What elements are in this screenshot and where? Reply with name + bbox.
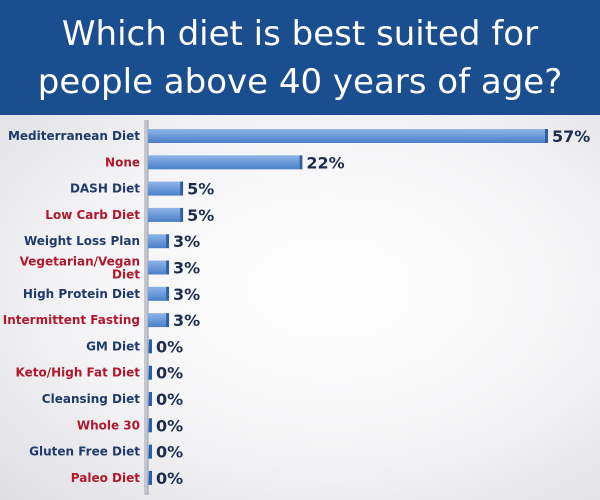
bar-edge xyxy=(166,313,170,328)
bar xyxy=(148,286,167,301)
bar-edge xyxy=(166,260,170,275)
bar xyxy=(148,207,181,222)
bar-edge xyxy=(299,155,303,170)
value-label: 3% xyxy=(173,259,200,278)
bar xyxy=(148,181,181,196)
bar xyxy=(148,444,149,459)
bar-edge xyxy=(180,181,184,196)
bar xyxy=(148,155,300,170)
category-label: GM Diet xyxy=(86,339,140,353)
value-label: 0% xyxy=(156,364,183,383)
category-label: Weight Loss Plan xyxy=(24,234,140,248)
category-label: Intermittent Fasting xyxy=(3,313,140,327)
bar xyxy=(148,129,545,143)
value-label: 3% xyxy=(173,232,200,251)
category-label: Paleo Diet xyxy=(71,471,140,485)
bar-edge xyxy=(149,418,152,433)
value-label: 5% xyxy=(187,206,214,225)
category-label: Vegetarian/Vegan Diet xyxy=(20,255,141,282)
bar xyxy=(148,392,149,406)
category-label: None xyxy=(105,155,140,169)
value-label: 0% xyxy=(156,469,183,488)
bar-edge xyxy=(545,129,548,143)
plot-area: Mediterranean Diet 57% None 22% DASH Diet 5% L… xyxy=(0,115,600,500)
value-label: 0% xyxy=(156,390,183,409)
bar xyxy=(148,234,167,249)
bar-edge xyxy=(149,444,152,459)
value-label: 3% xyxy=(173,311,200,330)
value-label: 57% xyxy=(552,127,590,146)
bar-edge xyxy=(149,365,152,380)
bar-edge xyxy=(149,339,152,354)
bar-edge xyxy=(166,234,170,249)
bar xyxy=(148,339,149,354)
bar xyxy=(148,418,149,433)
value-label: 3% xyxy=(173,285,200,304)
bar xyxy=(148,365,149,380)
category-label: Cleansing Diet xyxy=(42,392,140,406)
bar xyxy=(148,260,167,275)
title-banner: Which diet is best suited for people abo… xyxy=(0,0,600,115)
value-label: 0% xyxy=(156,443,183,462)
category-label: Mediterranean Diet xyxy=(8,129,140,143)
value-label: 0% xyxy=(156,416,183,435)
category-label: Keto/High Fat Diet xyxy=(15,366,140,380)
bar-edge xyxy=(149,392,152,406)
category-label: High Protein Diet xyxy=(23,287,140,301)
value-label: 0% xyxy=(156,337,183,356)
bar-edge xyxy=(180,207,184,222)
bar-edge xyxy=(149,470,152,485)
bar xyxy=(148,313,167,328)
category-label: Low Carb Diet xyxy=(45,208,140,222)
category-label: Whole 30 xyxy=(77,418,140,432)
value-label: 22% xyxy=(306,153,344,172)
bar xyxy=(148,470,149,485)
category-label: Gluten Free Diet xyxy=(29,445,140,459)
category-label: DASH Diet xyxy=(70,182,140,196)
bar-edge xyxy=(166,286,170,301)
bar-chart: Mediterranean Diet 57% None 22% DASH Diet 5% L… xyxy=(3,120,590,495)
chart-title: Which diet is best suited for people abo… xyxy=(37,13,563,102)
value-label: 5% xyxy=(187,180,214,199)
